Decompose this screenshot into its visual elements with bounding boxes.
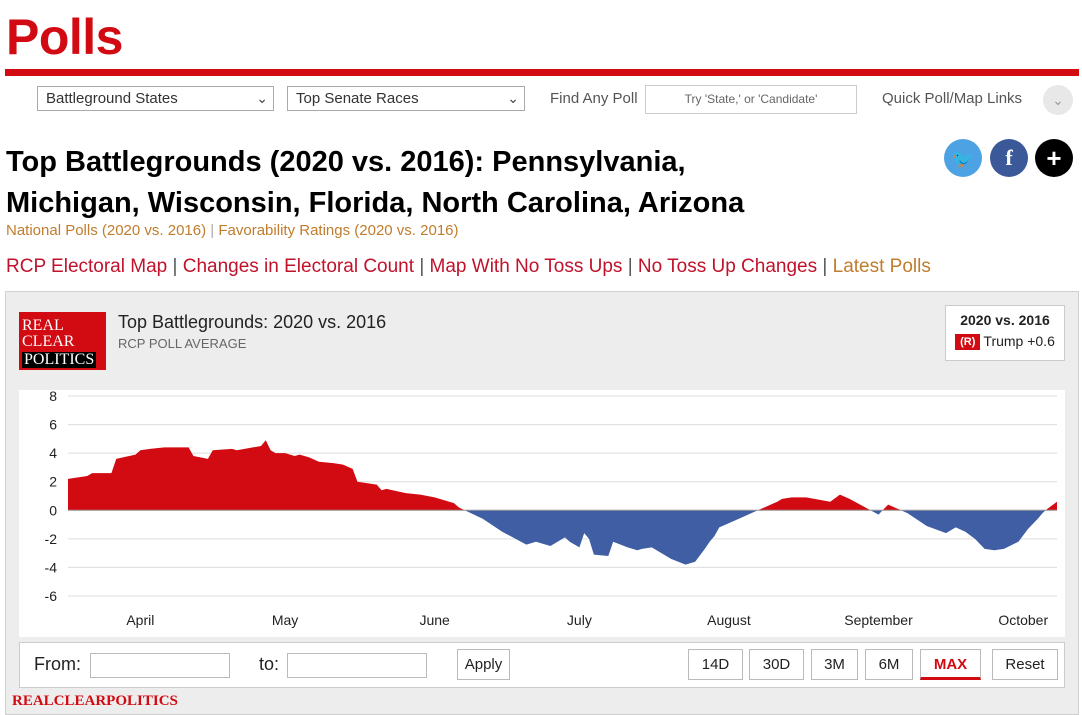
- page-headline: Top Battlegrounds (2020 vs. 2016): Penns…: [6, 142, 906, 224]
- electoral-map-link[interactable]: RCP Electoral Map: [6, 256, 168, 277]
- y-tick-label: 2: [49, 474, 57, 490]
- y-tick-label: 6: [49, 417, 57, 433]
- trump-lead-area: [68, 440, 1057, 511]
- twitter-icon: 🐦: [951, 149, 975, 169]
- reset-button[interactable]: Reset: [992, 649, 1058, 680]
- quick-links-label: Quick Poll/Map Links: [882, 90, 1023, 107]
- chart-subtitle: RCP POLL AVERAGE: [118, 336, 247, 351]
- x-tick-label: August: [707, 612, 751, 628]
- y-tick-label: -4: [45, 559, 58, 575]
- chart-controls: From: to: Apply 14D 30D 3M 6M MAX Reset: [19, 642, 1065, 688]
- chevron-down-icon: ⌄: [507, 90, 519, 106]
- x-tick-label: July: [567, 612, 592, 628]
- battleground-states-select[interactable]: Battleground States ⌄: [37, 86, 274, 111]
- poll-chart-widget: REAL CLEAR POLITICS Top Battlegrounds: 2…: [5, 291, 1079, 715]
- footer-logo: REALCLEARPOLITICS: [12, 693, 178, 709]
- rcp-logo: REAL CLEAR POLITICS: [19, 312, 106, 370]
- to-label: to:: [259, 654, 280, 674]
- x-tick-label: October: [998, 612, 1048, 628]
- logo-line-3: POLITICS: [22, 351, 97, 368]
- sub-links: National Polls (2020 vs. 2016) | Favorab…: [6, 222, 459, 239]
- headline-line-1: Top Battlegrounds (2020 vs. 2016): Penns…: [6, 146, 686, 178]
- range-6m-button[interactable]: 6M: [865, 649, 913, 680]
- x-tick-label: May: [272, 612, 298, 628]
- summary-value: Trump +0.6: [983, 333, 1055, 349]
- chart-plot-area: 8 6 4 2 0 -2 -4 -6 April May June July August Septemb…: [19, 388, 1065, 637]
- senate-races-select[interactable]: Top Senate Races ⌄: [287, 86, 525, 111]
- from-date-input[interactable]: [90, 653, 230, 678]
- x-tick-label: September: [844, 612, 913, 628]
- chevron-down-icon: ⌄: [256, 90, 268, 106]
- spread-summary: 2020 vs. 2016 (R) Trump +0.6: [945, 305, 1065, 361]
- party-badge: (R): [955, 334, 981, 350]
- more-share-button[interactable]: +: [1035, 139, 1073, 177]
- y-tick-label: -6: [45, 588, 58, 604]
- quick-links-toggle[interactable]: ⌄: [1043, 85, 1073, 115]
- headline-line-2: Michigan, Wisconsin, Florida, North Caro…: [6, 187, 745, 219]
- logo-line-1: REAL: [22, 317, 64, 334]
- facebook-icon: f: [1005, 145, 1013, 170]
- apply-button[interactable]: Apply: [457, 649, 510, 680]
- range-3m-button[interactable]: 3M: [811, 649, 858, 680]
- find-poll-label: Find Any Poll: [550, 90, 638, 107]
- spread-chart[interactable]: 8 6 4 2 0 -2 -4 -6 April May June July August Septemb…: [19, 388, 1065, 637]
- logo-line-2: CLEAR: [22, 333, 75, 350]
- latest-polls-link[interactable]: Latest Polls: [832, 256, 931, 277]
- from-label: From:: [34, 654, 81, 674]
- chevron-down-icon: ⌄: [1052, 92, 1064, 108]
- summary-title: 2020 vs. 2016: [960, 312, 1050, 328]
- electoral-count-link[interactable]: Changes in Electoral Count: [182, 256, 415, 277]
- nav-links: RCP Electoral Map | Changes in Electoral…: [6, 256, 931, 277]
- x-tick-label: April: [126, 612, 154, 628]
- to-date-input[interactable]: [287, 653, 427, 678]
- national-polls-link[interactable]: National Polls (2020 vs. 2016): [6, 222, 207, 239]
- senate-races-select-label: Top Senate Races: [296, 90, 419, 107]
- search-input[interactable]: Try 'State,' or 'Candidate': [645, 85, 857, 114]
- biden-lead-area: [68, 510, 1057, 565]
- y-tick-label: 8: [49, 390, 57, 404]
- plus-icon: +: [1046, 143, 1062, 173]
- no-toss-up-changes-link[interactable]: No Toss Up Changes: [637, 256, 818, 277]
- range-14d-button[interactable]: 14D: [688, 649, 743, 680]
- y-tick-label: -2: [45, 531, 58, 547]
- chart-title: Top Battlegrounds: 2020 vs. 2016: [118, 312, 387, 332]
- x-tick-label: June: [419, 612, 450, 628]
- y-tick-label: 0: [49, 502, 57, 518]
- battleground-states-select-label: Battleground States: [46, 90, 178, 107]
- twitter-share-button[interactable]: 🐦: [944, 139, 982, 177]
- header-rule: [5, 69, 1079, 76]
- range-30d-button[interactable]: 30D: [749, 649, 804, 680]
- favorability-link[interactable]: Favorability Ratings (2020 vs. 2016): [218, 222, 459, 239]
- range-max-button[interactable]: MAX: [920, 649, 981, 680]
- y-tick-label: 4: [49, 445, 57, 461]
- no-toss-ups-map-link[interactable]: Map With No Toss Ups: [429, 256, 623, 277]
- facebook-share-button[interactable]: f: [990, 139, 1028, 177]
- page-title: Polls: [6, 9, 123, 65]
